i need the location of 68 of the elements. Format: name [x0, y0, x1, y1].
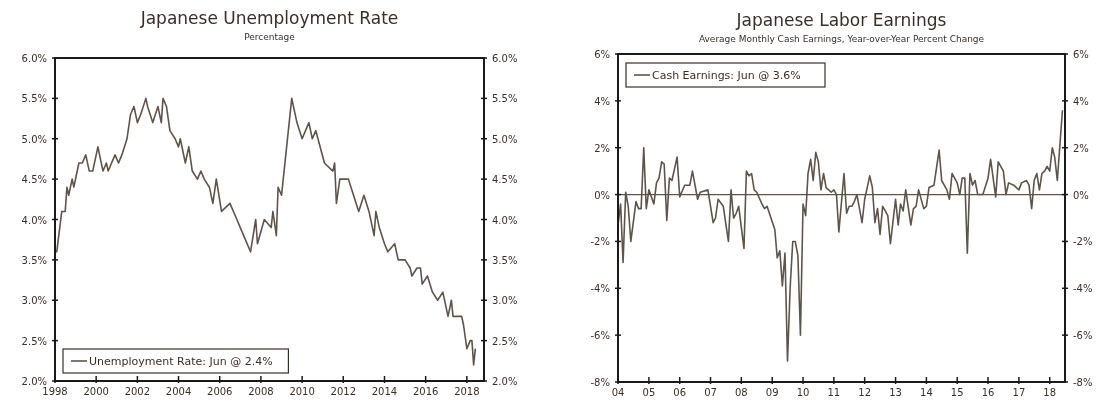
- y-tick-label: 2.0%: [21, 376, 47, 387]
- y-tick-label: 5.0%: [21, 133, 47, 145]
- legend-label: Unemployment Rate: Jun @ 2.4%: [89, 355, 273, 368]
- chart-title: Japanese Labor Earnings: [735, 10, 947, 30]
- x-tick-label: 2004: [165, 386, 192, 397]
- x-tick-label: 11: [827, 387, 841, 398]
- x-tick-label: 08: [734, 387, 748, 398]
- y2-tick-label: 3.5%: [492, 254, 518, 266]
- y2-tick-label: 4.0%: [492, 214, 518, 226]
- y2-tick-label: -8%: [1073, 377, 1093, 388]
- y-tick-label: 3.0%: [21, 295, 47, 307]
- y-tick-label: -8%: [590, 377, 610, 388]
- x-tick-label: 2014: [371, 386, 398, 397]
- y2-tick-label: 6.0%: [492, 53, 518, 64]
- chart-subtitle: Percentage: [244, 32, 296, 42]
- y2-tick-label: 5.5%: [492, 93, 518, 105]
- y2-tick-label: -4%: [1073, 283, 1093, 295]
- y-tick-label: 6%: [594, 49, 610, 60]
- y-tick-label: 3.5%: [21, 254, 47, 266]
- y2-tick-label: 4%: [1073, 95, 1089, 107]
- x-tick-label: 2012: [330, 386, 356, 397]
- x-tick-label: 05: [642, 387, 656, 398]
- y-tick-label: 5.5%: [21, 93, 47, 105]
- y2-tick-label: 3.0%: [492, 295, 518, 307]
- line-series: [617, 109, 1064, 362]
- y2-tick-label: 2.5%: [492, 335, 518, 347]
- x-tick-label: 2018: [454, 386, 480, 397]
- x-tick-label: 15: [950, 387, 964, 398]
- y2-tick-label: 0%: [1073, 189, 1089, 201]
- x-tick-label: 2006: [207, 386, 233, 397]
- y2-tick-label: 2.0%: [492, 376, 518, 387]
- chart-subtitle: Average Monthly Cash Earnings, Year-over-Year Percent Change: [698, 34, 985, 44]
- y-tick-label: 2.5%: [21, 335, 47, 347]
- y-tick-label: 2%: [594, 142, 610, 154]
- x-tick-label: 12: [858, 387, 872, 398]
- y-tick-label: 6.0%: [21, 53, 47, 64]
- y-tick-label: -6%: [590, 330, 610, 342]
- x-tick-label: 1998: [42, 386, 68, 397]
- x-tick-label: 06: [673, 387, 687, 398]
- x-tick-label: 09: [765, 387, 779, 398]
- x-tick-label: 2010: [289, 386, 315, 397]
- y2-tick-label: 6%: [1073, 49, 1089, 60]
- y2-tick-label: 5.0%: [492, 133, 518, 145]
- y-tick-label: 4%: [594, 95, 610, 107]
- x-tick-label: 18: [1043, 387, 1057, 398]
- line-series: [54, 97, 477, 366]
- x-tick-label: 04: [611, 387, 625, 398]
- x-tick-label: 17: [1012, 387, 1026, 398]
- y2-tick-label: -2%: [1073, 236, 1093, 248]
- x-tick-label: 2000: [83, 386, 109, 397]
- x-tick-label: 2002: [124, 386, 151, 397]
- x-tick-label: 07: [704, 387, 717, 398]
- x-tick-label: 2016: [412, 386, 439, 397]
- x-tick-label: 2008: [248, 386, 274, 397]
- x-tick-label: 13: [889, 387, 902, 398]
- y2-tick-label: -6%: [1073, 330, 1093, 342]
- y-tick-label: 4.5%: [21, 174, 47, 186]
- x-tick-label: 14: [920, 387, 933, 398]
- legend-label: Cash Earnings: Jun @ 3.6%: [652, 69, 801, 82]
- x-tick-label: 16: [981, 387, 995, 398]
- y-tick-label: 4.0%: [21, 214, 47, 226]
- y-tick-label: 0%: [594, 189, 610, 201]
- y-tick-label: -2%: [590, 236, 610, 248]
- y-tick-label: -4%: [590, 283, 610, 295]
- chart-title: Japanese Unemployment Rate: [139, 8, 399, 28]
- y2-tick-label: 4.5%: [492, 174, 518, 186]
- x-tick-label: 10: [796, 387, 810, 398]
- y2-tick-label: 2%: [1073, 142, 1089, 154]
